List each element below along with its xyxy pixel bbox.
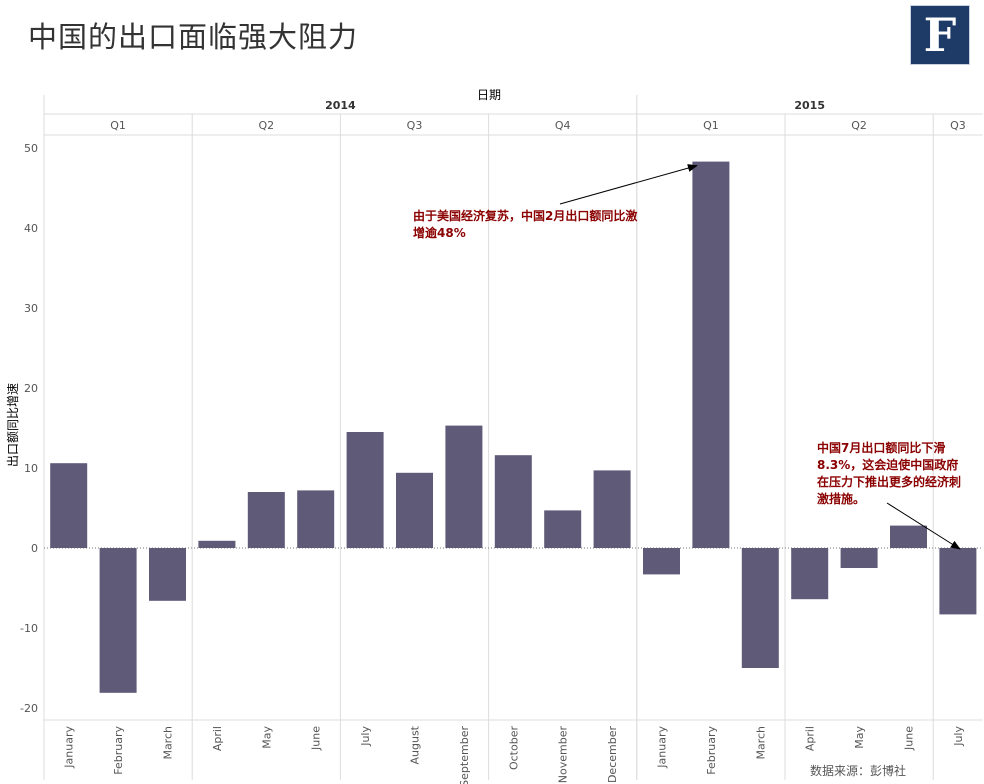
y-tick-label: 40 [24,222,38,235]
quarter-label: Q2 [851,119,867,132]
x-tick-label: May [853,726,866,749]
bar [445,425,483,548]
annotation-arrow [559,164,698,205]
bar [149,548,186,601]
x-axis-title: 日期 [477,88,501,102]
bar [692,161,730,548]
logo: F [910,5,970,65]
x-tick-label: February [112,726,125,775]
quarter-label: Q1 [110,119,126,132]
x-tick-label: January [63,726,76,769]
annotation-line: 增逾48% [413,225,466,240]
x-tick-label: June [310,726,323,751]
bar [939,548,977,615]
quarter-label: Q3 [950,119,966,132]
bar [593,470,631,548]
bar [791,548,829,600]
x-tick-label: July [952,726,965,747]
bar [890,525,927,548]
y-axis-title: 出口额同比增速 [6,383,20,467]
annotation-line: 由于美国经济复苏，中国2月出口额同比激 [413,208,637,223]
quarter-label: Q2 [258,119,274,132]
source-note: 数据来源：彭博社 [810,764,907,778]
annotation-line: 在压力下推出更多的经济刺 [817,474,961,489]
y-tick-label: -10 [20,622,38,635]
quarter-label: Q4 [555,119,571,132]
bar [247,492,285,548]
x-tick-label: December [606,726,619,784]
y-tick-label: 30 [24,302,38,315]
bar [198,540,236,548]
x-tick-label: January [656,726,669,769]
grid-layer [43,95,983,780]
bar [840,548,878,568]
x-tick-label: July [359,726,372,747]
bar [346,432,384,548]
quarter-label: Q3 [407,119,423,132]
x-tick-label: June [903,726,916,751]
y-tick-label: 20 [24,382,38,395]
y-tick-label: -20 [20,702,38,715]
annotation-arrow [886,502,961,550]
bars-layer [50,161,977,693]
x-tick-label: November [557,726,570,784]
x-tick-label: February [705,726,718,775]
x-tick-label: September [458,726,471,784]
page-title: 中国的出口面临强大阻力 [28,20,359,54]
year-label: 2015 [794,99,825,112]
bar [494,455,532,548]
x-tick-label: March [754,726,767,760]
annotation-line: 中国7月出口额同比下滑 [817,440,945,455]
year-label: 2014 [325,99,356,112]
annotation-text: 由于美国经济复苏，中国2月出口额同比激增逾48% [413,208,637,240]
quarter-label: Q1 [703,119,719,132]
annotation-line: 激措施。 [817,491,865,506]
x-tick-label: March [162,726,175,760]
bar [50,463,88,548]
bar [643,548,680,575]
x-tick-label: May [260,726,273,749]
y-tick-label: 0 [31,542,38,555]
y-tick-label: 10 [24,462,38,475]
x-tick-label: April [211,726,224,751]
bar [396,472,433,548]
x-tick-label: August [409,725,422,764]
bar [544,510,582,548]
y-tick-label: 50 [24,142,38,155]
x-tick-label: October [507,726,520,770]
bar [99,548,137,693]
x-tick-label: April [804,726,817,751]
bar [297,490,335,548]
annotations-layer: 由于美国经济复苏，中国2月出口额同比激增逾48% 中国7月出口额同比下滑 8.3%，… [413,164,961,550]
bar [741,548,779,668]
labels-layer: 2014 2015 Q1 Q2 Q3 Q4 Q1 Q2 Q3 50 40 30 20 10 0 -10 -20 J… [20,99,966,784]
annotation-line: 8.3%，这会迫使中国政府 [817,457,958,472]
annotation-text: 中国7月出口额同比下滑 8.3%，这会迫使中国政府在压力下推出更多的经济刺激措施。 [817,440,961,506]
